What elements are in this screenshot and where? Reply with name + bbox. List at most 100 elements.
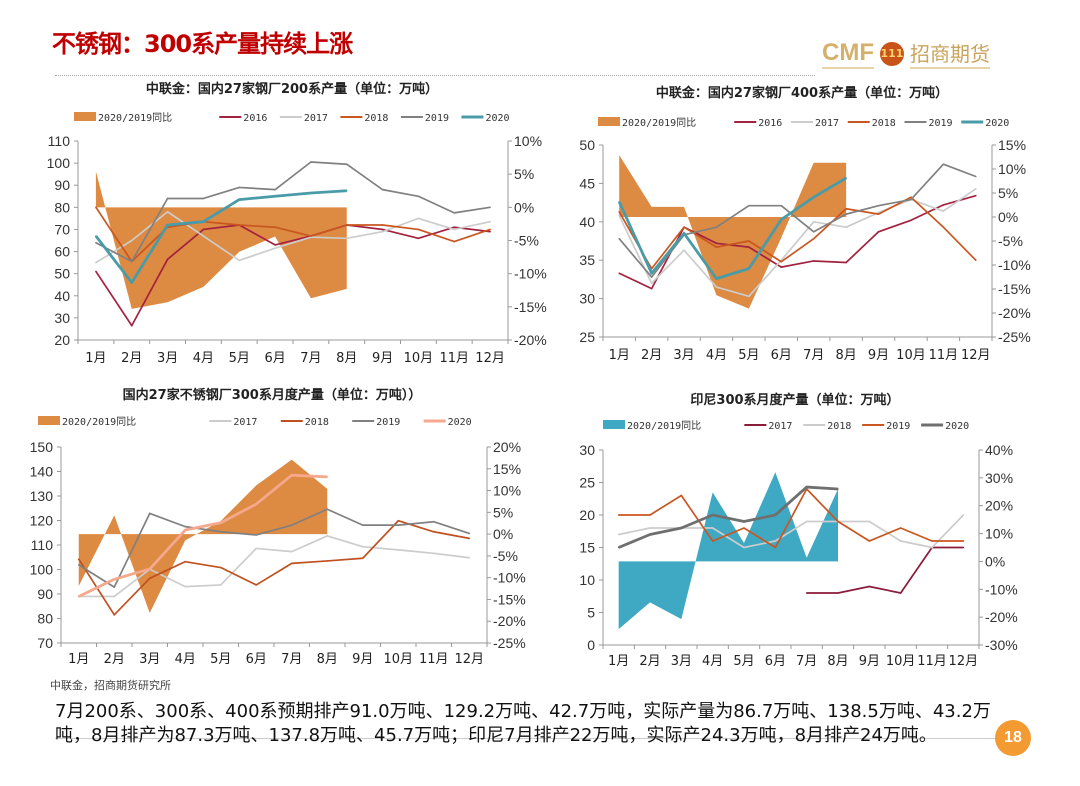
data-point: [453, 228, 456, 231]
data-point: [238, 186, 241, 189]
data-point: [715, 226, 718, 228]
y2-tick-label: -15%: [514, 299, 547, 315]
y2-tick-label: -20%: [985, 609, 1018, 625]
legend-item: 2016: [219, 113, 267, 124]
data-point: [453, 212, 456, 214]
data-point: [345, 189, 348, 192]
data-point: [184, 525, 187, 528]
data-point: [649, 533, 651, 536]
y2-tick-label: 40%: [985, 442, 1013, 458]
legend-label: 2019: [886, 421, 910, 432]
x-tick-label: 4月: [702, 654, 723, 669]
data-point: [202, 235, 205, 237]
x-tick-label: 11月: [419, 652, 449, 667]
y-tick-label: 80: [37, 611, 53, 627]
data-point: [326, 476, 329, 478]
data-point: [95, 270, 97, 273]
x-tick-label: 10月: [896, 348, 926, 363]
x-tick-label: 10月: [404, 351, 434, 366]
data-point: [812, 221, 815, 223]
x-tick-label: 4月: [175, 652, 196, 667]
data-point: [489, 230, 491, 233]
data-point: [453, 226, 456, 229]
data-point: [877, 213, 880, 215]
legend-label: 2019: [376, 417, 400, 428]
data-point: [77, 558, 80, 561]
y2-tick-label: -25%: [998, 329, 1031, 345]
legend-label: 2018: [872, 118, 896, 129]
data-point: [345, 224, 348, 226]
data-point: [290, 474, 293, 476]
series-line-2016: [95, 224, 491, 327]
data-point: [650, 276, 653, 278]
data-point: [650, 282, 653, 285]
y2-tick-label: -20%: [514, 332, 547, 348]
data-point: [432, 520, 435, 523]
x-tick-label: 7月: [281, 652, 302, 667]
data-point: [202, 228, 205, 231]
data-point: [310, 161, 312, 163]
data-point: [432, 552, 435, 555]
x-tick-label: 9月: [859, 654, 880, 669]
data-point: [715, 242, 718, 245]
legend-label: 2020/2019同比: [62, 416, 136, 428]
data-point: [812, 260, 815, 262]
series-line-2016: [618, 194, 977, 290]
x-tick-label: 10月: [886, 654, 916, 669]
x-tick-label: 5月: [229, 351, 250, 366]
data-point: [202, 220, 205, 223]
legend-item: 2020/2019同比: [74, 112, 172, 124]
data-point: [650, 287, 653, 290]
x-tick-label: 9月: [372, 351, 393, 366]
y2-tick-label: -15%: [493, 591, 526, 607]
data-point: [381, 188, 384, 191]
y-tick-label: 15: [579, 540, 595, 556]
data-point: [845, 226, 847, 228]
x-tick-label: 2月: [639, 654, 660, 669]
y2-tick-label: 5%: [514, 166, 534, 182]
y-tick-label: 30: [579, 291, 595, 307]
chart-title: 中联金：国内27家钢厂400系产量（单位：万吨）: [656, 85, 948, 101]
y2-tick-label: 10%: [493, 483, 521, 499]
data-point: [683, 249, 685, 252]
legend-label: 2018: [364, 113, 388, 124]
legend-item: 2017: [209, 417, 257, 428]
data-point: [326, 560, 329, 562]
x-tick-label: 1月: [608, 654, 629, 669]
source-note: 中联金，招商期货研究所: [50, 679, 171, 692]
legend-label: 2018: [305, 417, 329, 428]
data-point: [417, 195, 420, 198]
y-tick-label: 5: [587, 605, 595, 621]
y2-tick-label: 10%: [985, 526, 1013, 542]
y2-tick-label: -5%: [998, 233, 1023, 249]
data-point: [780, 204, 783, 207]
footer-divider: [55, 738, 1005, 739]
y2-tick-label: 15%: [998, 137, 1026, 153]
x-tick-label: 4月: [193, 351, 214, 366]
data-point: [274, 226, 276, 229]
data-point: [683, 232, 685, 235]
data-point: [812, 230, 815, 233]
slide-title: 不锈钢：300系产量持续上涨: [52, 30, 353, 58]
data-point: [899, 540, 902, 542]
data-point: [290, 550, 293, 553]
data-point: [812, 237, 815, 240]
data-point: [95, 235, 97, 237]
data-point: [974, 175, 977, 178]
data-point: [780, 260, 783, 263]
y-tick-label: 40: [579, 214, 595, 230]
series-line-2019: [95, 161, 491, 263]
x-tick-label: 7月: [803, 348, 824, 363]
legend-item: 2020: [961, 118, 1009, 129]
x-tick-label: 1月: [68, 652, 89, 667]
legend-item: 2018: [280, 417, 329, 428]
y2-tick-label: -5%: [493, 548, 518, 564]
x-tick-label: 11月: [917, 654, 947, 669]
y2-tick-label: -30%: [985, 637, 1018, 653]
x-tick-label: 3月: [673, 348, 694, 363]
data-point: [184, 585, 187, 588]
data-point: [680, 494, 683, 497]
data-point: [715, 277, 718, 280]
y-tick-label: 25: [579, 329, 595, 345]
x-tick-label: 11月: [439, 351, 469, 366]
